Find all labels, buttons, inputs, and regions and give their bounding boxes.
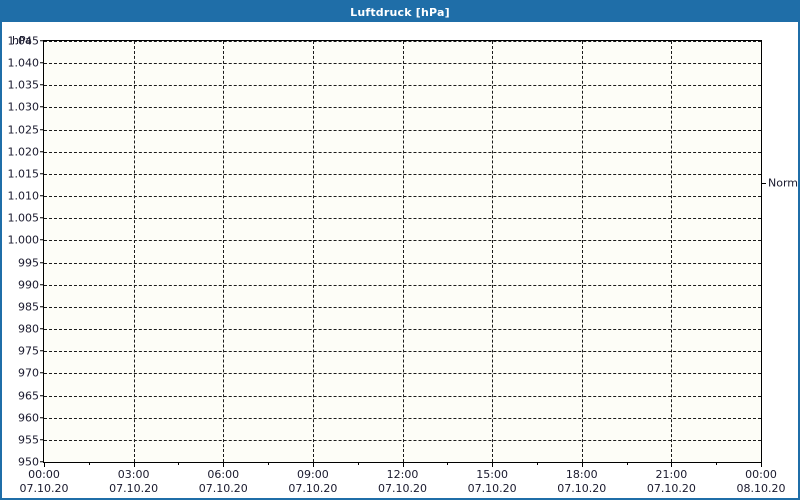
window-title-bar: Luftdruck [hPa]	[2, 2, 798, 22]
x-axis-label-date: 07.10.20	[109, 482, 159, 495]
x-axis-label: 00:00 08.10.20	[737, 468, 786, 496]
y-axis-label: 1.045	[7, 34, 40, 48]
y-axis-label: 1.000	[7, 233, 40, 247]
y-axis-tick	[40, 416, 44, 418]
x-axis-tick	[312, 462, 314, 467]
x-axis-minor-tick	[626, 462, 628, 465]
y-axis-label: 1.035	[7, 78, 40, 92]
x-axis-label-date: 07.10.20	[19, 482, 69, 495]
gridline-vertical	[671, 41, 673, 462]
y-axis-tick	[40, 328, 44, 330]
x-axis-label-date: 08.10.20	[736, 482, 786, 495]
y-axis-tick	[40, 151, 44, 153]
y-axis-tick	[40, 350, 44, 352]
y-axis-label: 970	[18, 366, 39, 380]
y-axis-tick	[40, 40, 44, 42]
chart-canvas: hPa 1.045 1.040 1.035 1.030 1.025 1.020 1.015 1…	[2, 22, 798, 498]
gridline-vertical	[133, 41, 135, 462]
gridline-vertical	[402, 41, 404, 462]
x-axis-tick	[402, 462, 404, 467]
x-axis-tick	[671, 462, 673, 467]
x-axis-tick	[761, 462, 762, 467]
gridline-vertical	[312, 41, 314, 462]
y-axis-tick	[40, 217, 44, 219]
y-axis-tick	[40, 306, 44, 308]
x-axis-label-date: 07.10.20	[467, 482, 517, 495]
y-axis-label: 995	[18, 256, 39, 270]
x-axis-minor-tick	[357, 462, 359, 465]
x-axis-label-time: 00:00	[28, 468, 60, 481]
y-axis-label: 1.040	[7, 56, 40, 70]
y-axis-tick	[40, 461, 44, 463]
y-axis-tick	[40, 128, 44, 130]
normal-reference-tick	[761, 182, 766, 184]
x-axis-minor-tick	[536, 462, 538, 465]
y-axis-tick	[40, 439, 44, 441]
y-axis-tick	[40, 394, 44, 396]
x-axis-label-date: 07.10.20	[288, 482, 338, 495]
x-axis-label: 18:00 07.10.20	[557, 468, 606, 496]
x-axis-label-time: 06:00	[207, 468, 240, 481]
y-axis-label: 965	[18, 389, 39, 403]
x-axis-label: 00:00 07.10.20	[20, 468, 69, 496]
gridline-vertical	[581, 41, 583, 462]
y-axis-label: 1.030	[7, 100, 40, 114]
x-axis-tick	[44, 462, 45, 467]
x-axis-label-time: 21:00	[655, 468, 688, 481]
y-axis-tick	[40, 62, 44, 64]
y-axis-label: 1.015	[7, 167, 40, 181]
x-axis-label-time: 09:00	[297, 468, 329, 481]
x-axis-label-time: 15:00	[476, 468, 508, 481]
x-axis-label-date: 07.10.20	[378, 482, 427, 495]
x-axis-label-date: 07.10.20	[198, 482, 248, 495]
x-axis-label: 21:00 07.10.20	[647, 468, 696, 496]
y-axis-tick	[40, 173, 44, 175]
y-axis-tick	[40, 106, 44, 108]
y-axis-label: 975	[18, 344, 39, 358]
y-axis-label: 1.010	[7, 189, 40, 203]
y-axis-tick	[40, 195, 44, 197]
plot-area: 1.045 1.040 1.035 1.030 1.025 1.020 1.015 1.010…	[8, 35, 799, 496]
x-axis-label: 12:00 07.10.20	[378, 468, 427, 496]
y-axis-label: 1.005	[7, 211, 40, 225]
normal-reference-label: Normal	[768, 176, 799, 190]
x-axis-label: 15:00 07.10.20	[468, 468, 517, 496]
y-axis-label: 985	[18, 300, 39, 314]
x-axis-tick	[223, 462, 225, 467]
y-axis-label: 955	[18, 433, 39, 447]
y-axis-label: 990	[18, 278, 39, 292]
x-axis-label-date: 07.10.20	[646, 482, 696, 495]
x-axis-tick	[133, 462, 135, 467]
y-axis-tick	[40, 84, 44, 86]
y-axis-label: 950	[18, 455, 39, 469]
y-axis-tick	[40, 372, 44, 374]
window-title: Luftdruck [hPa]	[350, 5, 450, 19]
x-axis-label: 03:00 07.10.20	[109, 468, 158, 496]
x-axis-label: 06:00 07.10.20	[199, 468, 248, 496]
gridline-vertical	[223, 41, 225, 462]
y-axis-label: 960	[18, 411, 39, 425]
x-axis-minor-tick	[88, 462, 90, 465]
y-axis-tick	[40, 283, 44, 285]
gridline-vertical	[492, 41, 494, 462]
x-axis-tick	[492, 462, 494, 467]
x-axis-label-time: 12:00	[386, 468, 419, 481]
x-axis-label-time: 18:00	[565, 468, 598, 481]
y-axis-label: 1.020	[7, 145, 40, 159]
x-axis-minor-tick	[716, 462, 718, 465]
y-axis-label: 980	[18, 322, 39, 336]
x-axis-label-time: 03:00	[117, 468, 150, 481]
x-axis-minor-tick	[268, 462, 270, 465]
y-axis-tick	[40, 261, 44, 263]
x-axis-minor-tick	[447, 462, 449, 465]
y-axis-label: 1.025	[7, 123, 40, 137]
x-axis-tick	[581, 462, 583, 467]
x-axis-label: 09:00 07.10.20	[288, 468, 337, 496]
x-axis-label-date: 07.10.20	[557, 482, 607, 495]
x-axis-minor-tick	[178, 462, 180, 465]
y-axis-tick	[40, 239, 44, 241]
x-axis-label-time: 00:00	[745, 468, 777, 481]
y-axis-unit-label: hPa	[12, 34, 32, 47]
